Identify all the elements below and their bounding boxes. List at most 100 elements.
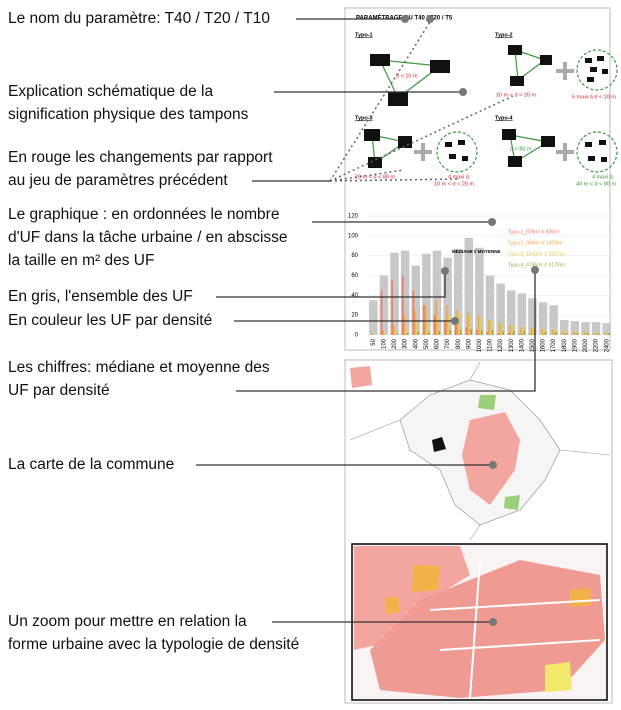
bar	[411, 265, 420, 335]
typo-name: Typo-1	[355, 32, 373, 38]
bar	[454, 325, 457, 335]
bar	[477, 315, 480, 335]
bar	[380, 290, 383, 335]
bar	[529, 334, 531, 335]
bar	[532, 327, 535, 335]
annotation: Le graphique : en ordonnées le nombre	[8, 206, 279, 223]
bar	[511, 325, 513, 335]
x-tick-label: 800	[456, 338, 462, 349]
bar	[464, 237, 474, 335]
annotation: signification physique des tampons	[8, 106, 249, 123]
bar	[443, 257, 452, 335]
typo-extra: 4 maxi à:	[448, 174, 471, 180]
bar	[459, 330, 462, 335]
bar	[470, 329, 472, 335]
y-tick-label: 20	[351, 313, 358, 319]
bar	[396, 334, 398, 335]
bar	[585, 332, 588, 335]
bar	[538, 302, 548, 335]
bar	[552, 330, 554, 335]
leader-lines	[196, 15, 539, 626]
bar	[426, 320, 428, 335]
annotation: La carte de la commune	[8, 456, 174, 473]
bar	[544, 332, 547, 335]
legend-entry: Typo-1_819m² // 836m²	[508, 229, 560, 235]
legend-entry: Typo-2_994m² // 1309m²	[508, 240, 563, 246]
bar	[530, 328, 533, 335]
annotation: Explication schématique de la	[8, 83, 213, 100]
bar	[485, 275, 495, 335]
bar	[543, 328, 545, 335]
bar	[422, 253, 431, 335]
bar	[602, 323, 611, 335]
bar	[570, 321, 580, 335]
bar	[549, 305, 558, 335]
bar	[574, 331, 577, 335]
typo-rule: 10 m < d < 20 m	[496, 92, 536, 98]
bar	[541, 329, 544, 335]
bar	[528, 298, 537, 335]
bar	[412, 290, 415, 335]
typo-rule: d > 80 m	[510, 146, 532, 152]
annotation: la taille en m² des UF	[8, 252, 154, 269]
bar	[438, 331, 441, 335]
annotation: En rouge les changements par rapport	[8, 149, 273, 166]
x-tick-label: 2200	[594, 338, 600, 352]
x-tick-label: 400	[413, 338, 419, 349]
x-tick-label: 1000	[477, 338, 483, 352]
y-tick-label: 60	[351, 273, 358, 279]
bar	[591, 322, 601, 335]
bar	[447, 315, 450, 335]
bar	[414, 310, 416, 335]
annotation: forme urbaine avec la typologie de densi…	[8, 636, 299, 653]
bar	[497, 333, 500, 335]
bar	[520, 327, 522, 335]
x-tick-label: 900	[466, 338, 472, 349]
bar	[499, 323, 501, 335]
bar	[521, 326, 524, 335]
bar	[491, 330, 494, 335]
bar	[427, 332, 430, 335]
x-tick-label: 1600	[541, 338, 547, 352]
y-tick-label: 100	[348, 233, 359, 239]
bar	[453, 248, 463, 335]
x-tick-label: 1500	[530, 338, 536, 352]
bar	[436, 317, 439, 335]
bar	[432, 250, 442, 335]
x-tick-label: 600	[435, 338, 441, 349]
y-tick-label: 120	[348, 214, 359, 220]
y-tick-label: 0	[355, 333, 359, 339]
typo-extra: 10 m < d < 20 m	[434, 181, 474, 187]
annotations: Le nom du paramètre: T40 / T20 / T10 Exp…	[8, 10, 299, 653]
bar	[517, 293, 527, 335]
bar	[435, 300, 437, 335]
bar	[512, 331, 515, 335]
legend-entry: Typo-4_4746m² // 3173m²	[508, 262, 566, 268]
bar	[565, 333, 568, 335]
bar	[605, 333, 607, 335]
annotation: d'UF dans la tâche urbaine / en abscisse	[8, 229, 288, 246]
bar	[406, 333, 409, 335]
x-tick-label: 1200	[498, 338, 504, 352]
typo-name: Typo-4	[495, 115, 514, 121]
bar	[405, 327, 407, 335]
annotation: En gris, l'ensemble des UF	[8, 288, 193, 305]
bar	[424, 305, 427, 335]
bar	[383, 333, 386, 335]
y-tick-label: 40	[351, 293, 358, 299]
x-tick-label: 300	[403, 338, 409, 349]
annotation: Le nom du paramètre: T40 / T20 / T10	[8, 10, 270, 27]
legend-entry: Typo-3_1540m² // 1807m²	[508, 251, 566, 257]
bar	[523, 331, 526, 335]
bar	[508, 333, 510, 335]
typo-rule: 20 m < d < 80 m	[355, 174, 395, 180]
bar	[475, 247, 484, 335]
bar	[597, 333, 600, 335]
x-tick-label: 1300	[509, 338, 515, 352]
legend-title: MÉDIANE // MOYENNE	[452, 247, 501, 254]
x-tick-label: 1900	[572, 338, 578, 352]
typo-rule: d < 10 m	[396, 73, 418, 79]
bar	[488, 320, 490, 335]
bar	[555, 332, 557, 335]
bar	[403, 315, 406, 335]
